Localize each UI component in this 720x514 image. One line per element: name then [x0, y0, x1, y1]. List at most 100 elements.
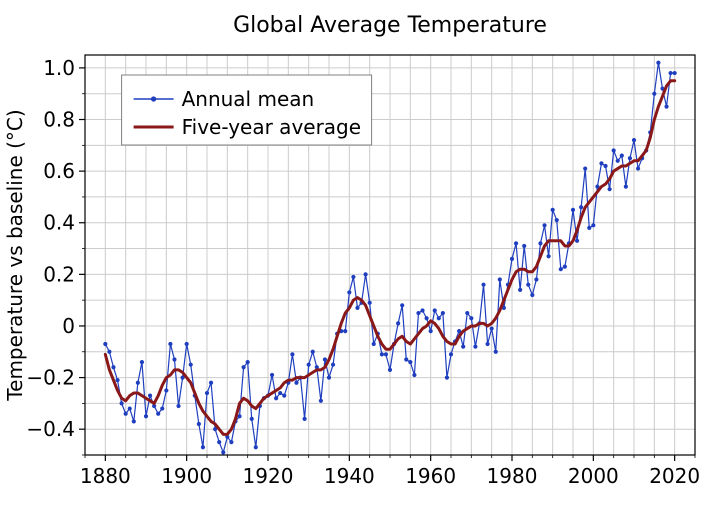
annual-marker: [486, 342, 489, 345]
annual-marker: [344, 330, 347, 333]
y-tick-label: 0.4: [43, 211, 75, 235]
annual-marker: [112, 366, 115, 369]
annual-marker: [250, 417, 253, 420]
annual-marker: [173, 358, 176, 361]
annual-marker: [352, 275, 355, 278]
annual-marker: [295, 381, 298, 384]
chart-container: 18801900192019401960198020002020−0.4−0.2…: [0, 0, 720, 514]
annual-marker: [466, 311, 469, 314]
annual-marker: [181, 376, 184, 379]
annual-marker: [624, 185, 627, 188]
annual-marker: [657, 61, 660, 64]
annual-marker: [575, 239, 578, 242]
annual-marker: [429, 330, 432, 333]
annual-marker: [600, 162, 603, 165]
annual-marker: [555, 219, 558, 222]
y-axis-label: Temperature vs baseline (°C): [3, 109, 27, 401]
y-tick-label: 0.2: [43, 262, 75, 286]
annual-marker: [458, 330, 461, 333]
annual-marker: [421, 309, 424, 312]
annual-marker: [201, 446, 204, 449]
annual-marker: [628, 157, 631, 160]
annual-marker: [356, 306, 359, 309]
x-tick-label: 1900: [161, 464, 212, 488]
annual-marker: [368, 301, 371, 304]
annual-marker: [539, 242, 542, 245]
annual-marker: [592, 224, 595, 227]
annual-marker: [498, 278, 501, 281]
annual-marker: [214, 428, 217, 431]
annual-marker: [433, 309, 436, 312]
annual-marker: [608, 188, 611, 191]
annual-marker: [189, 363, 192, 366]
annual-marker: [161, 407, 164, 410]
annual-marker: [148, 394, 151, 397]
annual-marker: [157, 412, 160, 415]
x-tick-label: 1880: [80, 464, 131, 488]
annual-marker: [307, 363, 310, 366]
annual-marker: [401, 304, 404, 307]
annual-marker: [254, 446, 257, 449]
annual-marker: [441, 311, 444, 314]
annual-marker: [242, 366, 245, 369]
chart-title: Global Average Temperature: [233, 13, 547, 38]
chart-svg: 18801900192019401960198020002020−0.4−0.2…: [0, 0, 720, 514]
annual-marker: [584, 167, 587, 170]
annual-marker: [535, 278, 538, 281]
annual-marker: [604, 164, 607, 167]
annual-marker: [547, 255, 550, 258]
y-tick-label: 0: [62, 314, 75, 338]
x-tick-label: 2000: [568, 464, 619, 488]
annual-marker: [437, 317, 440, 320]
annual-marker: [132, 420, 135, 423]
annual-marker: [283, 394, 286, 397]
annual-marker: [327, 376, 330, 379]
annual-marker: [185, 342, 188, 345]
annual-marker: [323, 358, 326, 361]
annual-marker: [405, 358, 408, 361]
annual-marker: [397, 322, 400, 325]
annual-marker: [616, 159, 619, 162]
annual-marker: [519, 288, 522, 291]
annual-marker: [144, 415, 147, 418]
annual-marker: [331, 363, 334, 366]
annual-marker: [222, 451, 225, 454]
annual-marker: [494, 350, 497, 353]
annual-marker: [136, 381, 139, 384]
annual-marker: [230, 440, 233, 443]
annual-marker: [128, 407, 131, 410]
x-tick-label: 1920: [243, 464, 294, 488]
annual-marker: [238, 415, 241, 418]
annual-marker: [270, 373, 273, 376]
x-tick-label: 1980: [487, 464, 538, 488]
annual-marker: [413, 373, 416, 376]
annual-marker: [124, 412, 127, 415]
annual-marker: [665, 105, 668, 108]
annual-marker: [559, 268, 562, 271]
annual-marker: [612, 149, 615, 152]
annual-marker: [372, 342, 375, 345]
annual-marker: [348, 291, 351, 294]
annual-marker: [636, 167, 639, 170]
legend-item-label: Five-year average: [182, 115, 361, 139]
annual-marker: [482, 283, 485, 286]
x-tick-label: 1960: [405, 464, 456, 488]
annual-marker: [275, 397, 278, 400]
annual-marker: [474, 345, 477, 348]
annual-marker: [140, 360, 143, 363]
annual-marker: [218, 440, 221, 443]
annual-marker: [653, 92, 656, 95]
annual-marker: [425, 317, 428, 320]
y-tick-label: −0.4: [26, 417, 75, 441]
legend-sample-marker: [151, 96, 156, 101]
annual-marker: [449, 353, 452, 356]
annual-marker: [588, 226, 591, 229]
annual-marker: [177, 404, 180, 407]
annual-marker: [417, 311, 420, 314]
y-tick-label: 0.8: [43, 108, 75, 132]
annual-marker: [514, 242, 517, 245]
annual-marker: [490, 327, 493, 330]
annual-marker: [197, 422, 200, 425]
annual-marker: [246, 360, 249, 363]
annual-marker: [116, 379, 119, 382]
